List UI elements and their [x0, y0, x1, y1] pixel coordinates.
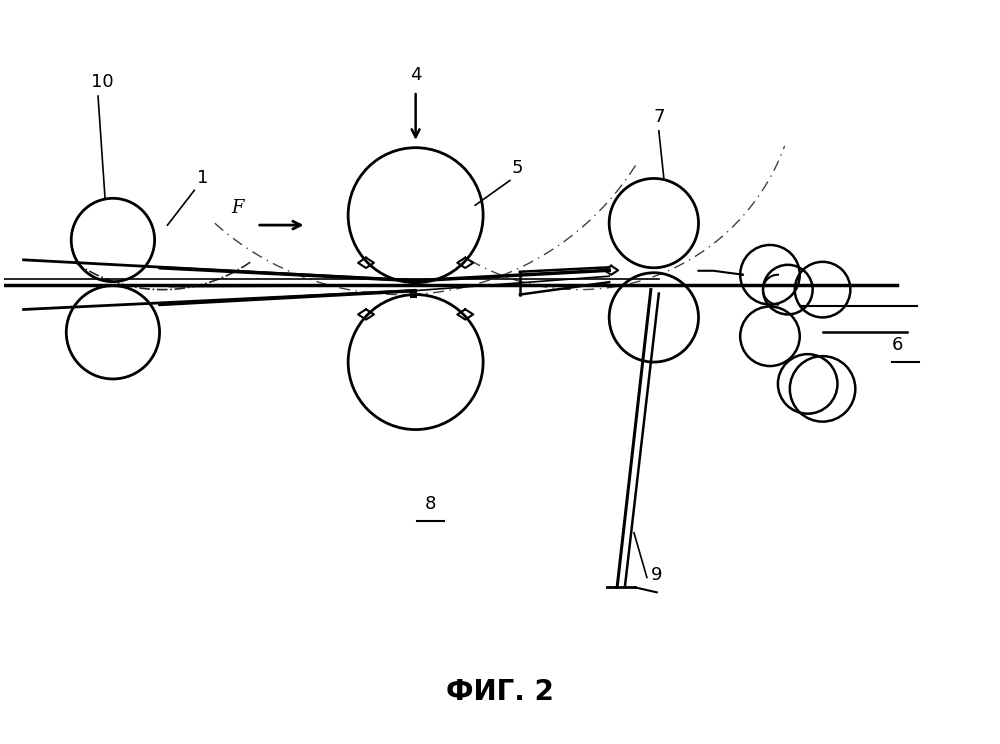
Text: ФИГ. 2: ФИГ. 2: [446, 678, 554, 705]
Text: 5: 5: [512, 159, 523, 178]
Bar: [411, 280, 416, 286]
Text: 1: 1: [197, 170, 209, 187]
Text: 8: 8: [425, 495, 436, 513]
Text: 6: 6: [892, 336, 903, 354]
Text: 7: 7: [654, 108, 665, 126]
Text: 10: 10: [91, 73, 114, 91]
Bar: [411, 292, 416, 298]
Text: 4: 4: [410, 66, 421, 84]
Text: 9: 9: [651, 566, 662, 584]
Text: F: F: [231, 199, 244, 217]
